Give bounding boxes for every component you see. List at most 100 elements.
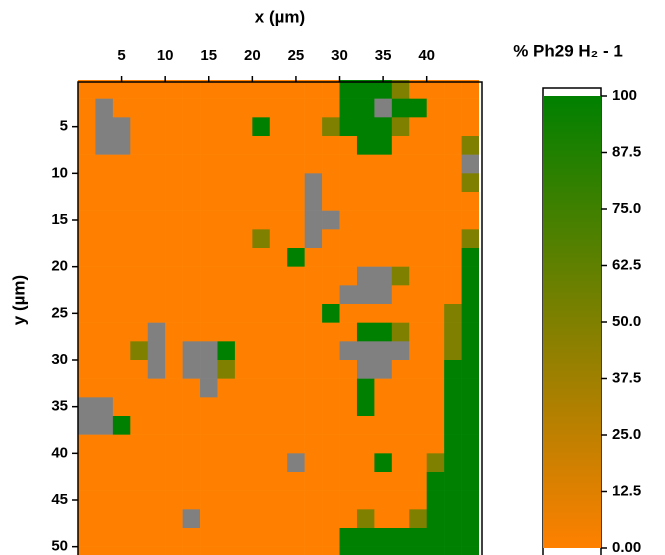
- heat-cell: [426, 285, 445, 305]
- heat-cell: [252, 528, 271, 547]
- heat-cell: [130, 546, 149, 555]
- heat-cell: [444, 378, 462, 398]
- heat-cell: [182, 154, 201, 174]
- heat-cell: [304, 210, 323, 230]
- heat-cell: [147, 472, 166, 491]
- heat-cell: [112, 416, 131, 435]
- heat-cell: [182, 378, 201, 398]
- heat-cell: [234, 528, 253, 547]
- heat-cell: [409, 266, 427, 286]
- heat-cell: [234, 154, 253, 174]
- heat-cell: [182, 528, 201, 547]
- heat-cell: [78, 509, 96, 529]
- heat-cell: [409, 378, 427, 398]
- heat-cell: [269, 173, 288, 193]
- heat-cell: [287, 472, 305, 491]
- heat-cell: [356, 248, 375, 267]
- heat-cell: [304, 136, 323, 155]
- heat-cell: [147, 378, 166, 398]
- heat-cell: [287, 98, 305, 118]
- heat-cell: [252, 210, 271, 230]
- heat-cell: [78, 117, 96, 137]
- heat-cell: [391, 528, 410, 547]
- heat-cell: [444, 117, 462, 137]
- heat-cell: [322, 192, 340, 211]
- heat-cell: [165, 117, 183, 137]
- heat-cell: [304, 416, 323, 435]
- heat-cell: [112, 117, 131, 137]
- heatmap: [78, 80, 479, 555]
- heat-cell: [182, 434, 201, 454]
- heat-cell: [461, 304, 479, 323]
- heat-cell: [409, 341, 427, 361]
- heat-cell: [130, 192, 149, 211]
- heat-cell: [252, 472, 271, 491]
- heat-cell: [304, 509, 323, 529]
- heat-cell: [461, 490, 479, 510]
- heat-cell: [287, 173, 305, 193]
- heat-cell: [304, 117, 323, 137]
- colorbar-tick-label: 25.0: [612, 426, 641, 443]
- heat-cell: [182, 546, 201, 555]
- heat-cell: [304, 80, 323, 99]
- heat-cell: [409, 80, 427, 99]
- heat-cell: [426, 360, 445, 379]
- heat-cell: [356, 266, 375, 286]
- colorbar-tick-label: 62.5: [612, 256, 641, 273]
- x-tick-label: 40: [418, 47, 435, 64]
- heat-cell: [322, 434, 340, 454]
- heat-cell: [356, 434, 375, 454]
- heat-cell: [200, 434, 218, 454]
- heat-cell: [287, 546, 305, 555]
- heat-cell: [269, 490, 288, 510]
- heat-cell: [130, 397, 149, 417]
- heat-cell: [391, 192, 410, 211]
- heat-cell: [95, 453, 114, 473]
- heat-cell: [95, 98, 114, 118]
- heat-cell: [287, 154, 305, 174]
- heat-cell: [252, 397, 271, 417]
- heat-cell: [112, 472, 131, 491]
- heat-cell: [391, 434, 410, 454]
- heat-cell: [356, 416, 375, 435]
- x-tick-label: 5: [117, 47, 125, 64]
- heat-cell: [374, 509, 393, 529]
- heat-cell: [426, 98, 445, 118]
- heat-cell: [95, 192, 114, 211]
- heat-cell: [200, 98, 218, 118]
- heat-cell: [112, 266, 131, 286]
- heat-cell: [304, 192, 323, 211]
- heat-cell: [461, 229, 479, 249]
- heat-cell: [339, 136, 358, 155]
- heat-cell: [391, 546, 410, 555]
- heat-cell: [409, 416, 427, 435]
- heat-cell: [391, 136, 410, 155]
- heat-cell: [200, 490, 218, 510]
- heat-cell: [374, 490, 393, 510]
- heat-cell: [165, 378, 183, 398]
- heat-cell: [339, 173, 358, 193]
- heat-cell: [374, 416, 393, 435]
- heat-cell: [200, 80, 218, 99]
- heat-cell: [217, 453, 236, 473]
- heat-cell: [182, 248, 201, 267]
- heat-cell: [304, 285, 323, 305]
- heat-cell: [112, 248, 131, 267]
- heat-cell: [287, 229, 305, 249]
- heat-cell: [426, 117, 445, 137]
- heat-cell: [374, 472, 393, 491]
- heat-cell: [165, 341, 183, 361]
- heat-cell: [287, 117, 305, 137]
- heat-cell: [304, 546, 323, 555]
- heat-cell: [78, 192, 96, 211]
- heat-cell: [112, 229, 131, 249]
- heat-cell: [269, 229, 288, 249]
- heat-cell: [234, 341, 253, 361]
- heat-cell: [112, 322, 131, 342]
- heat-cell: [234, 210, 253, 230]
- x-tick-label: 20: [244, 47, 261, 64]
- heat-cell: [95, 472, 114, 491]
- heat-cell: [339, 248, 358, 267]
- heat-cell: [269, 341, 288, 361]
- heat-cell: [374, 285, 393, 305]
